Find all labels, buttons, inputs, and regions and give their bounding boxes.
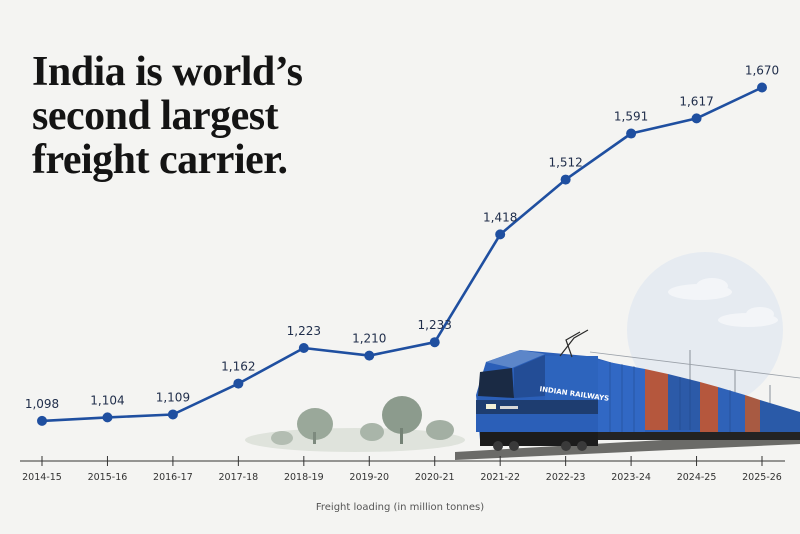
x-tick-label-2023-24: 2023-24 — [611, 472, 651, 483]
data-label-2025-26: 1,670 — [745, 63, 779, 77]
x-tick-label-2025-26: 2025-26 — [742, 472, 782, 483]
data-point-2019-20 — [364, 350, 375, 361]
data-label-2017-18: 1,162 — [221, 360, 255, 374]
x-tick-label-2020-21: 2020-21 — [415, 472, 455, 483]
freight-train-illustration: INDIAN RAILWAYS — [455, 329, 800, 460]
x-tick-label-2021-22: 2021-22 — [480, 472, 520, 483]
data-point-2025-26 — [757, 82, 767, 93]
headline-line-2: second largest — [32, 93, 279, 139]
x-tick-label-2015-16: 2015-16 — [88, 472, 128, 483]
cloud-icon — [668, 278, 778, 327]
trees-illustration — [245, 396, 465, 452]
data-point-2020-21 — [429, 337, 440, 348]
data-label-2020-21: 1,233 — [418, 318, 452, 332]
data-label-2016-17: 1,109 — [156, 390, 190, 404]
data-label-2021-22: 1,418 — [483, 210, 517, 224]
data-point-2017-18 — [233, 378, 244, 389]
x-tick-label-2024-25: 2024-25 — [677, 472, 717, 483]
data-point-2022-23 — [560, 174, 571, 185]
data-label-2019-20: 1,210 — [352, 332, 386, 346]
x-axis-ticks — [41, 456, 763, 466]
data-point-2016-17 — [167, 409, 178, 420]
headline-line-1: India is world’s — [32, 49, 303, 95]
headline-line-3: freight carrier. — [32, 137, 288, 183]
data-point-2015-16 — [102, 412, 113, 423]
x-axis-title: Freight loading (in million tonnes) — [315, 502, 485, 513]
data-label-2023-24: 1,591 — [614, 110, 648, 124]
headline: India is world’s second largest freight … — [32, 50, 303, 182]
data-point-2023-24 — [626, 128, 637, 139]
x-axis-tick-labels: 2014-15 2015-16 2016-17 2017-18 2018-19 2019-… — [22, 472, 782, 483]
data-label-2018-19: 1,223 — [287, 324, 321, 338]
data-point-2014-15 — [37, 415, 47, 426]
x-tick-label-2014-15: 2014-15 — [22, 472, 62, 483]
sky-disc — [627, 252, 783, 408]
data-label-2022-23: 1,512 — [548, 156, 582, 170]
x-tick-label-2019-20: 2019-20 — [349, 472, 389, 483]
data-point-2018-19 — [298, 343, 309, 354]
series-points — [37, 82, 767, 426]
data-label-2014-15: 1,098 — [25, 397, 59, 411]
data-labels: 1,098 1,104 1,109 1,162 1,223 1,210 1,233 1,418… — [25, 63, 779, 410]
data-point-2024-25 — [691, 113, 702, 124]
data-label-2024-25: 1,617 — [679, 94, 713, 108]
x-tick-label-2017-18: 2017-18 — [219, 472, 259, 483]
x-tick-label-2022-23: 2022-23 — [546, 472, 586, 483]
data-point-2021-22 — [495, 229, 506, 240]
series-line — [40, 86, 764, 423]
x-tick-label-2016-17: 2016-17 — [153, 472, 193, 483]
data-label-2015-16: 1,104 — [90, 393, 124, 407]
x-tick-label-2018-19: 2018-19 — [284, 472, 324, 483]
